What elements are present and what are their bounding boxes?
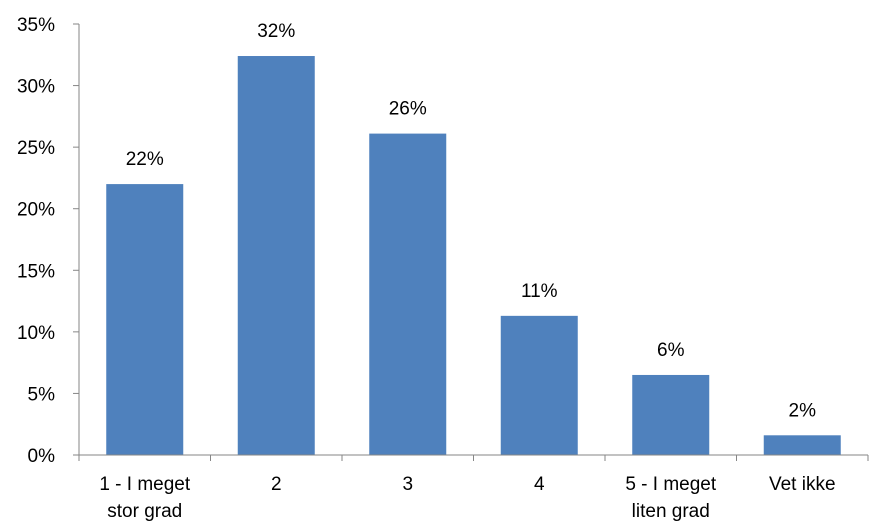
x-category-label: 1 - I meget stor grad xyxy=(99,474,191,522)
bar xyxy=(106,184,184,456)
data-label: 6% xyxy=(657,340,685,361)
y-tick-label: 30% xyxy=(17,77,55,98)
x-axis: 1 - I meget stor grad 2 3 4 5 - I meget liten … xyxy=(78,454,869,522)
y-tick-label: 0% xyxy=(28,446,56,467)
x-category-label: 2 xyxy=(271,474,282,495)
data-labels: 22% 32% 26% 11% 6% 2% xyxy=(126,21,816,421)
y-tick-label: 15% xyxy=(17,261,55,282)
y-tick-label: 10% xyxy=(17,323,55,344)
bars xyxy=(106,56,841,456)
data-label: 2% xyxy=(789,400,817,421)
y-tick-label: 35% xyxy=(17,15,55,36)
x-category-label: 5 - I meget liten grad xyxy=(625,474,717,522)
x-category-label-line: Vet ikke xyxy=(769,474,836,495)
data-label: 26% xyxy=(389,99,427,120)
x-category-label-line: 4 xyxy=(534,474,545,495)
bar xyxy=(237,56,315,455)
x-category-label-line: 3 xyxy=(402,474,413,495)
y-tick-label: 20% xyxy=(17,200,55,221)
bar xyxy=(763,435,841,455)
bar xyxy=(500,315,578,455)
x-category-label-line: 5 - I meget xyxy=(625,474,717,495)
x-category-label: Vet ikke xyxy=(769,474,836,495)
x-category-label-line: 1 - I meget xyxy=(99,474,191,495)
y-tick-label: 25% xyxy=(17,138,55,159)
y-tick-label: 5% xyxy=(28,384,56,405)
x-category-label: 3 xyxy=(402,474,413,495)
x-category-label-line: 2 xyxy=(271,474,282,495)
data-label: 22% xyxy=(126,149,164,170)
data-label: 11% xyxy=(521,281,558,302)
x-category-label: 4 xyxy=(534,474,545,495)
bar xyxy=(369,133,447,455)
x-category-label-line: stor grad xyxy=(107,501,182,522)
x-category-label-line: liten grad xyxy=(632,501,710,522)
y-axis: 0% 5% 10% 15% 20% 25% 30% 35% xyxy=(17,15,80,467)
data-label: 32% xyxy=(257,21,295,42)
bar xyxy=(632,374,710,455)
